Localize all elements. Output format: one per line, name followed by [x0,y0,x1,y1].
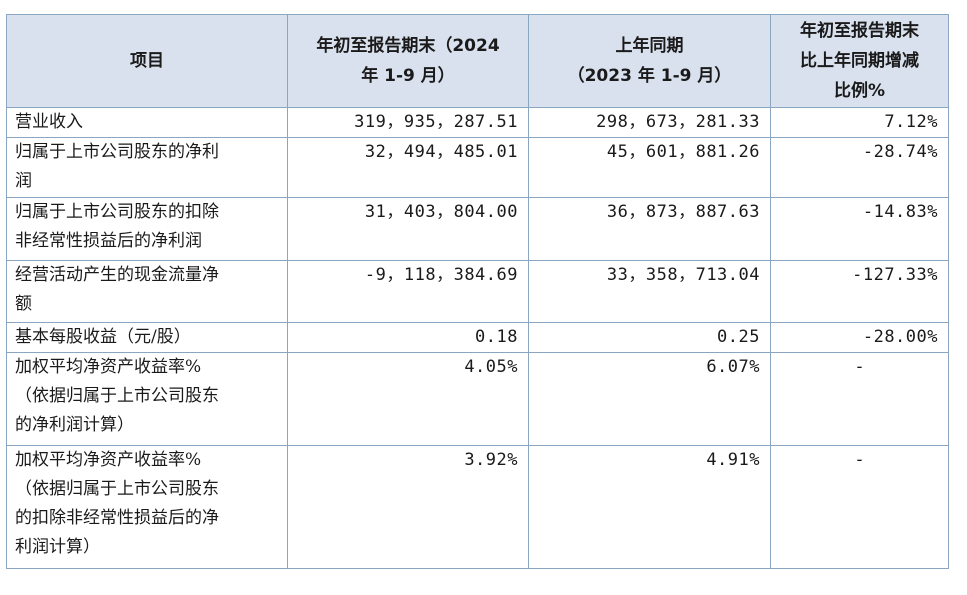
change-value: -28.74% [770,137,949,198]
prior-value: 4.91% [528,445,771,569]
prior-value: 33，358，713.04 [528,260,771,323]
change-value: 7.12% [770,107,949,138]
header-item: 项目 [6,14,288,108]
row-label: 加权平均净资产收益率% （依据归属于上市公司股东 的扣除非经常性损益后的净 利润… [6,445,288,569]
header-change-ratio: 年初至报告期末 比上年同期增减 比例% [770,14,949,108]
prior-value: 6.07% [528,352,771,446]
row-label: 归属于上市公司股东的扣除 非经常性损益后的净利润 [6,197,288,261]
header-current-period: 年初至报告期末（2024 年 1-9 月） [287,14,529,108]
table-row: 营业收入 319，935，287.51 298，673，281.33 7.12% [6,107,949,138]
financial-data-table: 项目 年初至报告期末（2024 年 1-9 月） 上年同期 （2023 年 1-… [6,14,949,569]
change-value: - [770,445,949,569]
change-value: -14.83% [770,197,949,261]
row-label: 基本每股收益（元/股） [6,322,288,353]
table-row: 经营活动产生的现金流量净 额 -9，118，384.69 33，358，713.… [6,260,949,323]
table-row: 加权平均净资产收益率% （依据归属于上市公司股东 的净利润计算） 4.05% 6… [6,352,949,446]
table-header-row: 项目 年初至报告期末（2024 年 1-9 月） 上年同期 （2023 年 1-… [6,14,949,108]
prior-value: 298，673，281.33 [528,107,771,138]
change-value: -127.33% [770,260,949,323]
current-value: -9，118，384.69 [287,260,529,323]
prior-value: 0.25 [528,322,771,353]
current-value: 32，494，485.01 [287,137,529,198]
table-row: 归属于上市公司股东的净利 润 32，494，485.01 45，601，881.… [6,137,949,198]
row-label: 经营活动产生的现金流量净 额 [6,260,288,323]
table-row: 基本每股收益（元/股） 0.18 0.25 -28.00% [6,322,949,353]
current-value: 3.92% [287,445,529,569]
current-value: 4.05% [287,352,529,446]
prior-value: 45，601，881.26 [528,137,771,198]
row-label: 归属于上市公司股东的净利 润 [6,137,288,198]
table-row: 归属于上市公司股东的扣除 非经常性损益后的净利润 31，403，804.00 3… [6,197,949,261]
change-value: - [770,352,949,446]
prior-value: 36，873，887.63 [528,197,771,261]
current-value: 31，403，804.00 [287,197,529,261]
row-label: 营业收入 [6,107,288,138]
table-row: 加权平均净资产收益率% （依据归属于上市公司股东 的扣除非经常性损益后的净 利润… [6,445,949,569]
row-label: 加权平均净资产收益率% （依据归属于上市公司股东 的净利润计算） [6,352,288,446]
current-value: 0.18 [287,322,529,353]
header-prior-period: 上年同期 （2023 年 1-9 月） [528,14,771,108]
current-value: 319，935，287.51 [287,107,529,138]
change-value: -28.00% [770,322,949,353]
